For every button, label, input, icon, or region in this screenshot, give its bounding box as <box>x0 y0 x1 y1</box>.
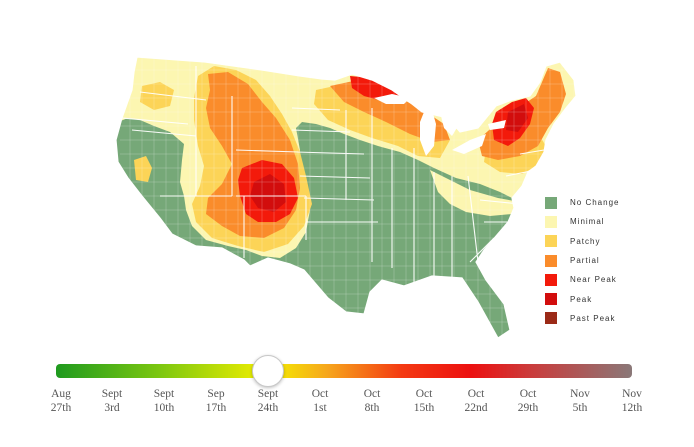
tick-label[interactable]: Oct 15th <box>413 388 435 414</box>
legend-swatch <box>545 235 557 248</box>
legend-item-past-peak: Past Peak <box>545 309 685 328</box>
legend-swatch <box>545 312 557 325</box>
slider-handle[interactable] <box>252 355 284 387</box>
legend-item-partial: Partial <box>545 251 685 270</box>
tick-label[interactable]: Sept 24th <box>257 388 279 414</box>
legend-label: No Change <box>570 198 620 208</box>
legend-item-patchy: Patchy <box>545 232 685 251</box>
legend-swatch <box>545 273 557 286</box>
legend-swatch <box>545 254 557 267</box>
legend-label: Near Peak <box>570 275 617 285</box>
legend-swatch <box>545 293 557 306</box>
legend-item-minimal: Minimal <box>545 212 685 231</box>
fall-foliage-map <box>115 56 577 339</box>
legend-swatch <box>545 215 557 228</box>
tick-label[interactable]: Nov 12th <box>621 388 643 414</box>
legend-label: Partial <box>570 256 600 266</box>
legend-label: Peak <box>570 294 593 304</box>
tick-label[interactable]: Aug 27th <box>50 388 72 414</box>
legend-item-near-peak: Near Peak <box>545 270 685 289</box>
slider-track[interactable] <box>56 364 632 378</box>
legend-label: Minimal <box>570 217 605 227</box>
great-lakes <box>374 94 506 156</box>
legend-label: Past Peak <box>570 313 616 323</box>
tick-label[interactable]: Sep 17th <box>205 388 227 414</box>
legend-swatch <box>545 196 557 209</box>
legend: No Change Minimal Patchy Partial Near Pe… <box>545 193 685 328</box>
tick-label[interactable]: Sept 3rd <box>101 388 123 414</box>
legend-item-peak: Peak <box>545 289 685 308</box>
legend-label: Patchy <box>570 236 601 246</box>
date-slider[interactable]: Aug 27th Sept 3rd Sept 10th Sep 17th Sept 24t… <box>0 352 694 447</box>
tick-label[interactable]: Sept 10th <box>153 388 175 414</box>
tick-label[interactable]: Nov 5th <box>570 388 590 414</box>
legend-item-no-change: No Change <box>545 193 685 212</box>
tick-label[interactable]: Oct 8th <box>363 388 381 414</box>
tick-label[interactable]: Oct 1st <box>311 388 329 414</box>
us-outline <box>115 56 577 339</box>
tick-label[interactable]: Oct 29th <box>517 388 539 414</box>
tick-label[interactable]: Oct 22nd <box>464 388 488 414</box>
